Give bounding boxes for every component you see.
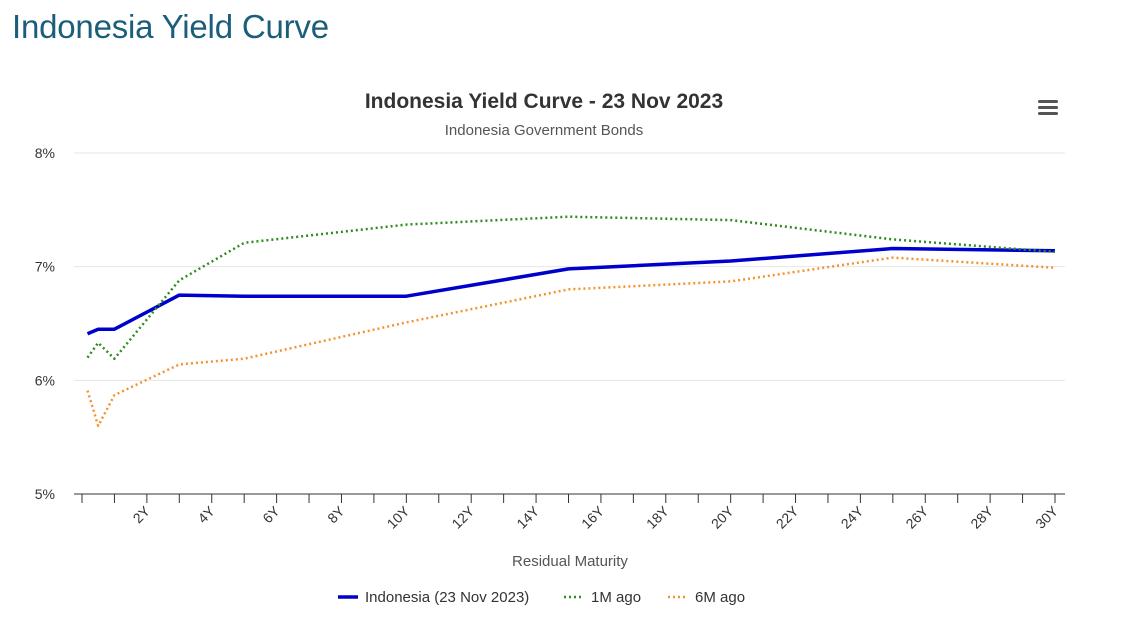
legend-item[interactable]: 1M ago <box>564 589 641 606</box>
x-tick-label: 28Y <box>967 502 996 531</box>
x-tick-label: 30Y <box>1032 502 1061 531</box>
x-tick-label: 12Y <box>448 502 477 531</box>
legend: Indonesia (23 Nov 2023) 1M ago 6M ago <box>338 589 745 606</box>
y-axis-labels: 5% 6% 7% 8% <box>35 145 55 502</box>
series-line <box>86 246 1056 336</box>
x-axis: 2Y 4Y 6Y 8Y 10Y 12Y 14Y 16Y 18Y 20Y 22Y 24Y 26Y 28Y 30… <box>74 493 1065 532</box>
series-lines <box>86 215 1056 428</box>
y-tick-label: 6% <box>35 372 55 388</box>
chart-subtitle: Indonesia Government Bonds <box>445 122 643 139</box>
hamburger-menu-icon[interactable] <box>1030 92 1066 124</box>
x-tick-label: 2Y <box>130 502 154 526</box>
page-heading: Indonesia Yield Curve <box>12 8 329 45</box>
x-tick-label: 8Y <box>324 502 348 526</box>
legend-item[interactable]: Indonesia (23 Nov 2023) <box>338 589 529 606</box>
legend-label: 6M ago <box>695 589 745 606</box>
x-axis-title: Residual Maturity <box>512 553 628 570</box>
y-tick-label: 7% <box>35 259 55 275</box>
series-line <box>86 256 1056 428</box>
x-tick-label: 14Y <box>513 502 542 531</box>
x-tick-label: 24Y <box>838 502 867 531</box>
x-tick-label: 20Y <box>708 502 737 531</box>
series-line <box>86 215 1056 360</box>
chart-title: Indonesia Yield Curve - 23 Nov 2023 <box>365 90 723 113</box>
x-tick-label: 16Y <box>578 502 607 531</box>
x-tick-label: 10Y <box>384 502 413 531</box>
x-tick-label: 22Y <box>773 502 802 531</box>
y-tick-label: 5% <box>35 486 55 502</box>
x-tick-label: 26Y <box>902 502 931 531</box>
legend-item[interactable]: 6M ago <box>668 589 745 606</box>
x-tick-label: 18Y <box>643 502 672 531</box>
x-tick-label: 6Y <box>259 502 283 526</box>
grid-lines <box>74 152 1065 381</box>
x-tick-label: 4Y <box>194 502 218 526</box>
legend-label: 1M ago <box>591 589 641 606</box>
legend-label: Indonesia (23 Nov 2023) <box>365 589 529 606</box>
y-tick-label: 8% <box>35 145 55 161</box>
